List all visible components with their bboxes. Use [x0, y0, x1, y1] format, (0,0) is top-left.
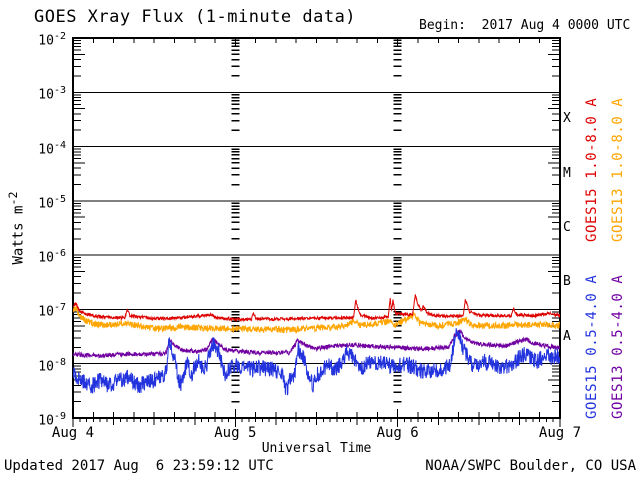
- y-tick-label: 10-9: [38, 411, 66, 429]
- flare-class-a: A: [563, 328, 571, 344]
- y-tick-label: 10-7: [38, 302, 66, 320]
- x-tick-label: Aug 5: [214, 425, 257, 441]
- legend-goes13-0-5-4-0-a: GOES13 0.5-4.0 A: [610, 274, 626, 419]
- flare-class-b: B: [563, 274, 571, 290]
- legend-goes15-1-0-8-0-a: GOES15 1.0-8.0 A: [584, 97, 600, 242]
- y-tick-label: 10-8: [38, 356, 66, 375]
- series-goes15-1-0-8-0-a: [73, 294, 560, 323]
- y-tick-label: 10-2: [38, 31, 66, 49]
- series-goes13-1-0-8-0-a: [73, 305, 560, 335]
- y-tick-label: 10-6: [38, 248, 66, 266]
- begin-timestamp: Begin: 2017 Aug 4 0000 UTC: [419, 18, 631, 33]
- plot-frame: [72, 37, 561, 419]
- flare-class-x: X: [563, 111, 571, 127]
- source-credit: NOAA/SWPC Boulder, CO USA: [425, 458, 636, 474]
- series-goes13-0-5-4-0-a: [73, 329, 560, 359]
- x-tick-label: Aug 4: [51, 425, 95, 441]
- flare-class-m: M: [563, 165, 571, 181]
- x-axis-label: Universal Time: [261, 441, 372, 456]
- legend-goes13-1-0-8-0-a: GOES13 1.0-8.0 A: [610, 97, 626, 242]
- data-traces: [73, 294, 560, 396]
- series-goes15-0-5-4-0-a: [73, 328, 560, 396]
- y-tick-label: 10-3: [38, 85, 66, 103]
- y-tick-label: 10-5: [38, 193, 66, 212]
- y-tick-label: 10-4: [38, 139, 66, 157]
- updated-timestamp: Updated 2017 Aug 6 23:59:12 UTC: [4, 458, 274, 474]
- flare-class-c: C: [563, 220, 571, 235]
- x-tick-label: Aug 7: [538, 425, 582, 441]
- legend-goes15-0-5-4-0-a: GOES15 0.5-4.0 A: [584, 274, 600, 419]
- page-title: GOES Xray Flux (1-minute data): [34, 7, 357, 27]
- x-tick-label: Aug 6: [376, 425, 419, 441]
